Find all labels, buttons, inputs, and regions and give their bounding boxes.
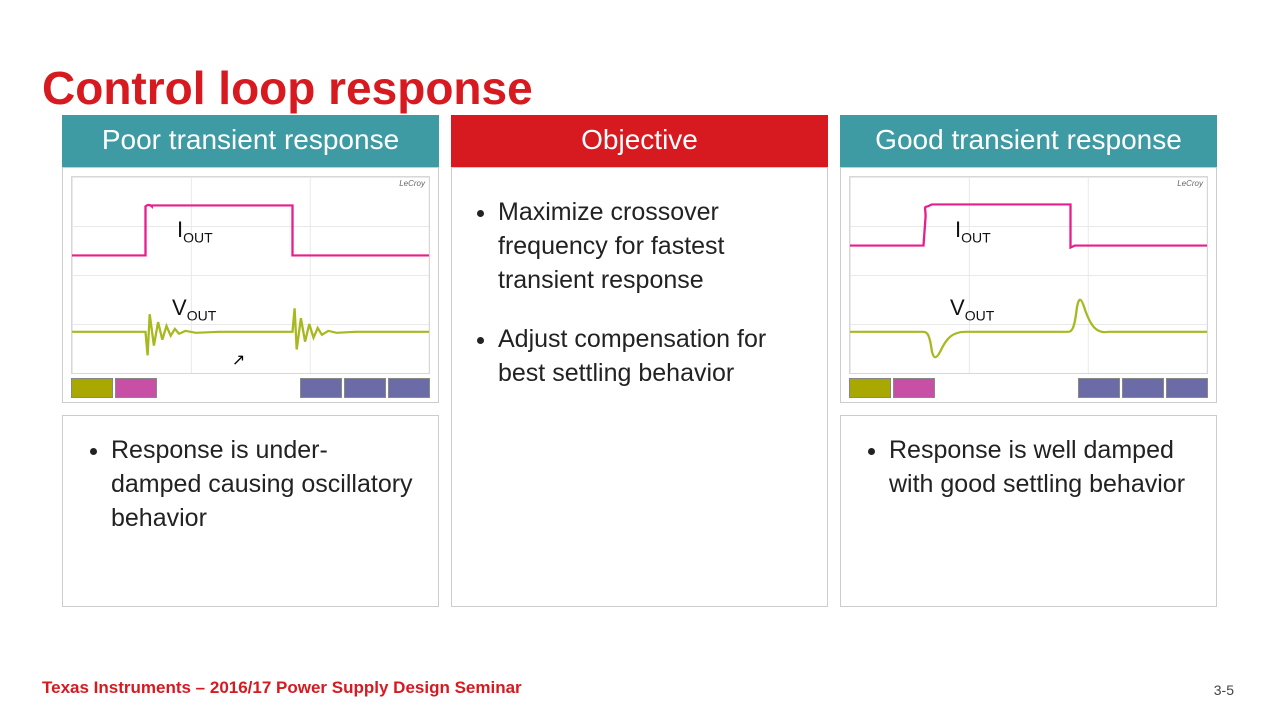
scope-plot-poor: LeCroy IOUT VOUT <box>71 176 430 374</box>
objective-box: Maximize crossover frequency for fastest… <box>451 167 828 607</box>
chips-left-poor <box>71 378 157 398</box>
scope-plot-good: LeCroy IOUT VOUT <box>849 176 1208 374</box>
chip <box>388 378 430 398</box>
label-vout-poor: VOUT <box>172 295 216 323</box>
scope-poor: LeCroy IOUT VOUT <box>62 167 439 403</box>
col-objective: Objective Maximize crossover frequency f… <box>451 115 828 607</box>
footer-text: Texas Instruments – 2016/17 Power Supply… <box>42 678 522 698</box>
chip <box>893 378 935 398</box>
label-iout-good: IOUT <box>955 217 991 245</box>
iout-trace-poor <box>72 205 429 255</box>
objective-bullet-1: Maximize crossover frequency for fastest… <box>498 196 809 297</box>
chip <box>115 378 157 398</box>
traces-good <box>850 177 1207 373</box>
chips-left-good <box>849 378 935 398</box>
header-objective: Objective <box>451 115 828 167</box>
page-number: 3-5 <box>1214 682 1234 698</box>
note-list-poor: Response is under-damped causing oscilla… <box>83 434 418 535</box>
note-box-good: Response is well damped with good settli… <box>840 415 1217 607</box>
label-iout-poor: IOUT <box>177 217 213 245</box>
vout-trace-good <box>850 300 1207 358</box>
vout-trace-poor <box>72 308 429 355</box>
chip <box>1166 378 1208 398</box>
iout-trace-good <box>850 204 1207 247</box>
slide-title: Control loop response <box>42 61 533 115</box>
label-vout-good: VOUT <box>950 295 994 323</box>
note-good: Response is well damped with good settli… <box>889 434 1196 502</box>
chip <box>1078 378 1120 398</box>
header-poor: Poor transient response <box>62 115 439 167</box>
col-poor: Poor transient response LeCroy IOUT VOUT <box>62 115 439 607</box>
chip <box>300 378 342 398</box>
scope-good: LeCroy IOUT VOUT <box>840 167 1217 403</box>
traces-poor <box>72 177 429 373</box>
chips-right-good <box>1078 378 1208 398</box>
chip <box>849 378 891 398</box>
chip <box>344 378 386 398</box>
note-poor: Response is under-damped causing oscilla… <box>111 434 418 535</box>
chips-right-poor <box>300 378 430 398</box>
objective-bullet-2: Adjust compensation for best settling be… <box>498 323 809 391</box>
columns-container: Poor transient response LeCroy IOUT VOUT <box>62 115 1217 607</box>
chip <box>71 378 113 398</box>
note-box-poor: Response is under-damped causing oscilla… <box>62 415 439 607</box>
scope-footer-good <box>849 378 1208 398</box>
objective-list: Maximize crossover frequency for fastest… <box>470 196 809 391</box>
col-good: Good transient response LeCroy IOUT VOUT <box>840 115 1217 607</box>
scope-footer-poor <box>71 378 430 398</box>
note-list-good: Response is well damped with good settli… <box>861 434 1196 502</box>
header-good: Good transient response <box>840 115 1217 167</box>
chip <box>1122 378 1164 398</box>
